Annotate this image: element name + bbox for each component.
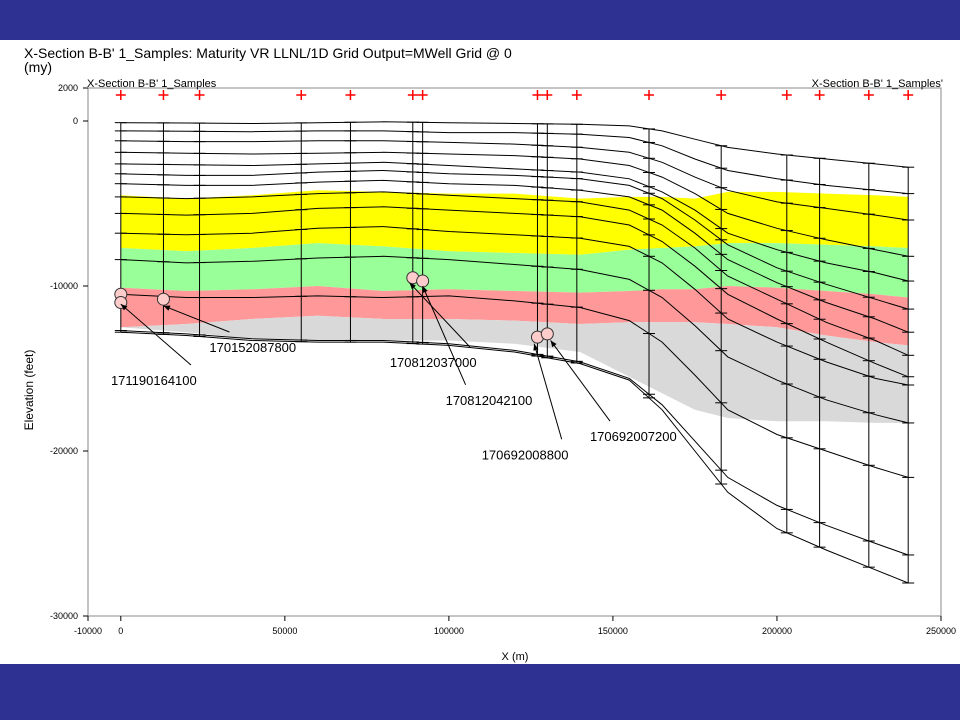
figure-panel: X-Section B-B' 1_Samples: Maturity VR LL… [0, 40, 960, 664]
horizon-line-7 [120, 179, 909, 333]
annotation-arrow [409, 282, 471, 348]
x-tick-label: 250000 [926, 626, 956, 636]
x-tick-label: 200000 [762, 626, 792, 636]
horizon-line-8 [120, 191, 909, 356]
x-tick-label: 150000 [598, 626, 628, 636]
horizon-line-2 [120, 130, 909, 195]
annotation-arrow [120, 303, 192, 366]
section-label-right: X-Section B-B' 1_Samples' [812, 78, 943, 90]
section-label-left: X-Section B-B' 1_Samples [87, 78, 217, 90]
x-tick-label: 0 [118, 626, 123, 636]
horizon-line-6 [120, 169, 909, 310]
annotation-arrowhead [422, 286, 428, 293]
annotation-arrow [550, 340, 611, 422]
horizon-line-4 [120, 151, 909, 257]
figure-title-line1: X-Section B-B' 1_Samples: Maturity VR LL… [24, 45, 512, 61]
maturity-band-green [120, 243, 909, 298]
x-tick-label: 100000 [434, 626, 464, 636]
annotation-arrows: 171190164100 170152087800 170812037000 1708… [111, 282, 677, 462]
maturity-fills [120, 190, 909, 423]
annotation-arrowhead [550, 340, 557, 348]
x-tick-label: -10000 [74, 626, 102, 636]
y-axis: 2000 0 -10000 -20000 -30000 [50, 83, 88, 621]
horizon-lines [120, 121, 909, 584]
figure-title: X-Section B-B' 1_Samples: Maturity VR LL… [24, 46, 512, 74]
maturity-band-gray [120, 315, 909, 423]
x-axis: -10000 0 50000 100000 150000 200000 250000 [74, 616, 956, 636]
horizon-line-1 [120, 121, 909, 168]
y-tick-label: -10000 [50, 281, 78, 291]
horizon-line-10 [120, 226, 909, 386]
annotation-arrow [422, 285, 467, 385]
horizon-line-12 [120, 293, 909, 478]
sample-marker [540, 327, 554, 341]
sample-annotation-label: 170812037000 [390, 355, 477, 370]
slide-bottom-band [0, 664, 960, 720]
horizon-line-13 [120, 330, 909, 556]
annotation-arrowhead [163, 305, 171, 311]
maturity-band-pink [120, 286, 909, 346]
sample-annotation-label: 170692007200 [590, 429, 677, 444]
y-tick-label: -20000 [50, 446, 78, 456]
y-tick-label: 2000 [58, 83, 78, 93]
y-axis-label: Elevation (feet) [22, 350, 36, 431]
annotation-arrow [533, 343, 563, 440]
horizon-line-14 [120, 331, 909, 584]
figure-title-line2: (my) [24, 59, 52, 75]
annotation-arrowhead [120, 304, 128, 311]
annotation-arrowhead [533, 343, 539, 351]
slide-top-band [0, 0, 960, 40]
y-tick-label: -30000 [50, 611, 78, 621]
annotation-arrowhead [409, 282, 416, 290]
horizon-line-5 [120, 161, 909, 282]
sample-marker [416, 274, 430, 288]
plot-frame [87, 87, 942, 617]
sample-annotation-label: 171190164100 [111, 373, 197, 388]
well-lines [114, 90, 915, 584]
sample-markers [114, 271, 554, 344]
annotation-arrow [163, 305, 230, 333]
y-tick-label: 0 [73, 116, 78, 126]
x-axis-label: X (m) [502, 651, 529, 663]
horizon-line-3 [120, 140, 909, 221]
sample-marker [156, 292, 170, 306]
sample-annotation-label: 170812042100 [446, 393, 533, 408]
cross-section-chart: 171190164100 170152087800 170812037000 1708… [22, 78, 956, 663]
horizon-line-9 [120, 206, 909, 378]
sample-annotation-label: 170152087800 [209, 340, 296, 355]
x-tick-label: 50000 [272, 626, 297, 636]
horizon-line-11 [120, 255, 909, 424]
sample-annotation-label: 170692008800 [482, 447, 569, 462]
maturity-band-yellow [120, 190, 909, 255]
